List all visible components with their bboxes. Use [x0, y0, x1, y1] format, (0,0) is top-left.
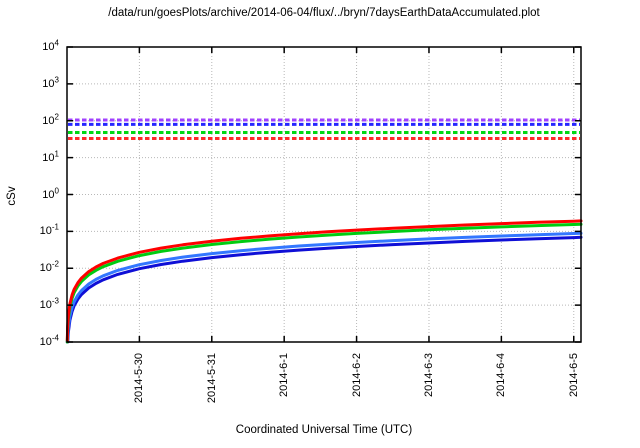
x-tick-label-2014-5-31: 2014-5-31: [205, 353, 218, 404]
x-axis-title: Coordinated Universal Time (UTC): [235, 424, 413, 436]
x-tick-label-2014-6-2: 2014-6-2: [350, 353, 363, 398]
y-tick-label-1e-2: 10-2: [39, 259, 59, 275]
green-accumulated-curve: [65, 222, 583, 344]
x-tick-label-2014-6-1: 2014-6-1: [278, 353, 291, 398]
threshold-lines: [68, 118, 580, 141]
chart-title: /data/run/goesPlots/archive/2014-06-04/f…: [108, 7, 540, 19]
red-accumulated-curve: [65, 219, 583, 342]
x-tick-label-2014-6-4: 2014-6-4: [495, 353, 508, 398]
y-tick-label-1e0: 100: [42, 185, 59, 201]
dark-blue-accumulated-curve: [65, 235, 583, 344]
y-tick-label-1e-1: 10-1: [39, 222, 59, 238]
y-tick-label-1e1: 101: [42, 148, 59, 164]
axis-ticks: [67, 46, 581, 343]
x-tick-label-2014-6-3: 2014-6-3: [422, 353, 435, 398]
light-blue-accumulated-curve: [65, 231, 583, 344]
grid: [67, 47, 581, 342]
x-tick-label-2014-6-5: 2014-6-5: [567, 353, 580, 398]
plot-border: [66, 46, 582, 343]
y-axis-title: cSv: [6, 186, 18, 206]
y-tick-label-1e3: 103: [42, 75, 59, 90]
x-tick-label-2014-5-30: 2014-5-30: [133, 353, 146, 404]
data-series: [65, 219, 583, 344]
y-tick-label-1e2: 102: [42, 112, 59, 127]
y-tick-label-1e-4: 10-4: [39, 333, 59, 348]
y-tick-label-1e-3: 10-3: [39, 296, 59, 312]
y-tick-label-1e4: 104: [42, 38, 59, 53]
